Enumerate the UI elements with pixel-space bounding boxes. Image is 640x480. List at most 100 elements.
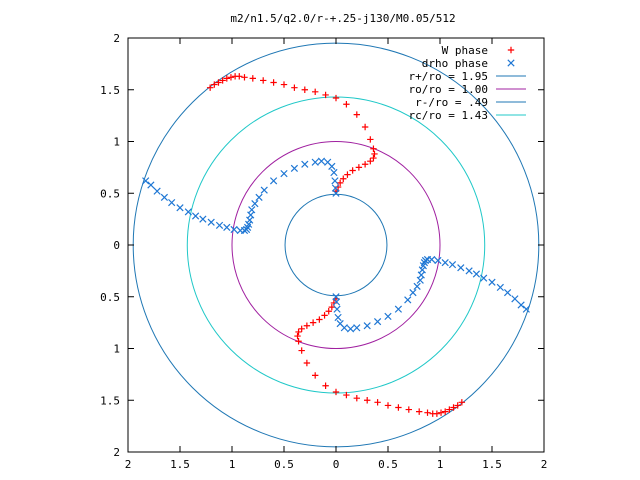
data-point (416, 276, 424, 284)
x-tick-label: 1 (229, 458, 236, 471)
data-point (331, 177, 339, 185)
data-point (168, 198, 176, 207)
data-point (419, 262, 427, 270)
data-point (260, 77, 267, 84)
data-point (336, 320, 344, 328)
data-point (260, 186, 268, 194)
data-point (371, 150, 378, 158)
legend-label: ro/ro = 1.00 (409, 83, 488, 96)
data-point (255, 193, 263, 202)
data-point (373, 317, 382, 326)
data-point (295, 328, 302, 336)
data-point (184, 208, 192, 216)
data-point (316, 316, 323, 323)
data-point (280, 81, 288, 88)
data-point (367, 136, 374, 143)
data-point (434, 256, 442, 265)
data-point (206, 84, 214, 91)
y-tick-label: 2 (113, 32, 120, 45)
data-point (355, 164, 363, 171)
data-point (332, 94, 340, 102)
reference-circle (284, 193, 388, 297)
data-point (290, 164, 299, 173)
data-point (404, 296, 412, 304)
data-point (344, 171, 351, 178)
data-point (336, 179, 344, 187)
x-tick-label: 1 (437, 458, 444, 471)
data-point (457, 264, 465, 272)
data-point (291, 84, 298, 91)
data-point (332, 388, 340, 396)
data-point (317, 157, 326, 165)
data-point (340, 175, 347, 182)
data-point (353, 394, 360, 402)
data-point (424, 409, 431, 416)
data-point (223, 75, 230, 82)
data-point (416, 408, 423, 415)
legend-label: r-/ro = .49 (415, 96, 488, 109)
data-point (160, 193, 169, 202)
legend-label: W phase (442, 44, 488, 57)
data-point (343, 101, 350, 108)
y-tick-label: 0.5 (100, 187, 120, 200)
data-point (409, 288, 417, 297)
y-tick-label: 0 (113, 239, 120, 252)
data-point (517, 301, 525, 309)
data-point (207, 218, 215, 226)
data-point (343, 391, 350, 399)
data-point (394, 305, 403, 313)
data-point (429, 410, 436, 417)
data-point (328, 303, 336, 311)
data-point (223, 223, 231, 232)
data-point (361, 123, 369, 131)
legend-marker (507, 46, 515, 54)
data-point (353, 324, 361, 332)
data-point (251, 199, 259, 208)
data-point (448, 261, 457, 269)
data-point (142, 177, 150, 185)
data-point (367, 157, 374, 165)
data-point (421, 256, 430, 265)
data-point (301, 160, 309, 168)
data-point (363, 322, 371, 330)
data-point (298, 325, 305, 333)
data-point (295, 338, 302, 345)
data-point (241, 74, 248, 81)
data-point (269, 177, 278, 185)
data-point (227, 74, 235, 81)
axis-ticks: 2 1.5 1 0.5 0 0.5 1 1.5 221.510.500.511.52 (100, 32, 547, 471)
data-point (332, 293, 340, 301)
data-point (245, 220, 253, 228)
data-point (395, 404, 402, 411)
data-point (294, 332, 301, 340)
data-point (503, 288, 512, 297)
data-point (442, 408, 449, 415)
data-series (142, 73, 530, 417)
data-point (450, 404, 457, 411)
data-point (311, 158, 319, 166)
data-point (374, 399, 381, 406)
data-point (328, 162, 336, 170)
data-point (312, 88, 319, 96)
data-point (437, 409, 445, 416)
data-point (322, 382, 329, 389)
y-tick-label: 1 (113, 343, 120, 356)
data-point (384, 402, 392, 409)
data-point (370, 145, 377, 152)
data-point (322, 91, 329, 99)
data-point (446, 406, 453, 413)
x-tick-label: 2 (125, 458, 132, 471)
data-point (325, 308, 332, 315)
data-point (332, 189, 340, 197)
y-tick-label: 1 (113, 136, 120, 149)
data-point (303, 322, 311, 329)
data-point (364, 397, 371, 404)
data-point (301, 86, 308, 93)
data-point (242, 225, 251, 234)
data-point (280, 169, 288, 178)
data-point (488, 278, 496, 286)
x-tick-label: 1.5 (170, 458, 190, 471)
series-w-phase (206, 73, 466, 417)
